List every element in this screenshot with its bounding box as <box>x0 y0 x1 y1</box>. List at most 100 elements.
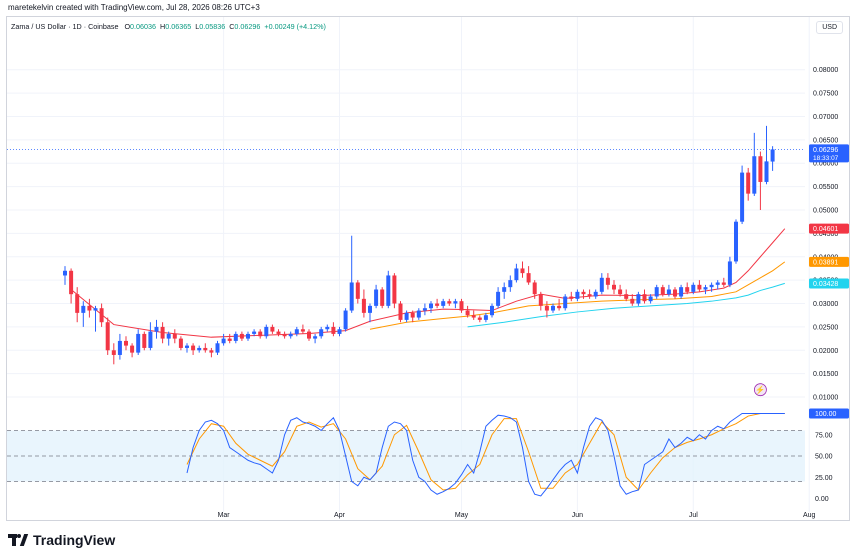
high-value: 0.06365 <box>165 22 192 31</box>
currency-button[interactable]: USD <box>816 21 843 34</box>
candle-body <box>496 291 501 306</box>
stoch-current-tag <box>809 408 849 419</box>
candle-body <box>685 287 690 292</box>
candle-body <box>148 331 153 348</box>
price-tick-label: 0.03000 <box>813 301 838 308</box>
candle-body <box>75 294 80 313</box>
price-grid <box>7 17 810 512</box>
stoch-tick-label: 50.00 <box>815 454 833 461</box>
high-label: H <box>160 22 166 31</box>
candle-body <box>178 338 183 348</box>
price-tick-label: 0.04500 <box>813 231 838 238</box>
candle-body <box>313 336 318 339</box>
candle-body <box>221 338 226 344</box>
price-label-tag <box>809 144 849 163</box>
candle-body <box>764 161 769 182</box>
candle-body <box>355 282 360 299</box>
candle-body <box>740 172 745 222</box>
candle-body <box>599 277 604 292</box>
ema-fast-line <box>70 228 786 338</box>
candle-body <box>691 284 696 292</box>
close-value: 0.06296 <box>234 22 261 31</box>
candle-body <box>203 347 208 351</box>
candle-body <box>404 312 409 320</box>
candle-body <box>398 303 403 320</box>
candle-body <box>319 329 324 337</box>
candle-body <box>532 282 537 295</box>
candle-body <box>612 284 616 290</box>
candle-body <box>410 312 415 318</box>
candle-body <box>734 221 738 262</box>
time-axis: Mar Apr May Jun Jul Aug <box>218 512 816 519</box>
candle-body <box>111 350 116 355</box>
candle-body <box>746 172 751 194</box>
candle-body <box>215 343 220 353</box>
candle-body <box>166 333 171 339</box>
change-value: +0.00249 (+4.12%) <box>264 22 326 31</box>
candle-body <box>172 333 177 339</box>
price-tick-label: 0.02000 <box>813 348 838 355</box>
price-label-countdown: 18:33:07 <box>813 155 839 162</box>
candle-body <box>276 331 281 334</box>
chart-frame[interactable]: 0.08000 0.07500 0.07000 0.06500 0.06000 0.055… <box>6 16 850 521</box>
stoch-k-line <box>186 413 785 497</box>
price-label-text: 0.03428 <box>813 281 838 288</box>
candle-body <box>752 156 757 194</box>
price-label-tag <box>809 278 849 289</box>
candle-body <box>374 289 379 306</box>
candle-body <box>526 273 531 283</box>
price-tick-label: 0.05000 <box>813 208 838 215</box>
price-tick-label: 0.08000 <box>813 67 838 74</box>
price-tick-label: 0.01000 <box>813 395 838 402</box>
candle-body <box>154 326 159 332</box>
candle-body <box>63 270 67 276</box>
candle-body <box>459 301 464 311</box>
tradingview-logo[interactable]: TradingView <box>8 532 115 548</box>
candle-body <box>465 310 470 316</box>
candle-body <box>349 282 354 311</box>
candle-body <box>124 340 128 346</box>
candle-body <box>490 305 494 316</box>
candle-body <box>508 280 513 288</box>
candle-body <box>618 289 623 295</box>
stoch-tick-label: 25.00 <box>815 475 833 482</box>
candle-body <box>447 301 452 304</box>
candle-body <box>239 333 244 339</box>
price-label-text: 0.04601 <box>813 226 838 233</box>
time-tick-label: Jun <box>572 512 583 519</box>
candle-body <box>282 333 287 337</box>
stochastic-lines <box>186 413 785 497</box>
candle-body <box>709 284 714 288</box>
candle-body <box>227 338 232 341</box>
price-tick-label: 0.01500 <box>813 371 838 378</box>
candle-body <box>142 333 147 348</box>
time-tick-label: Jul <box>689 512 698 519</box>
candle-body <box>209 350 214 353</box>
symbol-legend: Zama / US Dollar · 1D · Coinbase O0.0603… <box>11 22 326 31</box>
stoch-current-label: 100.00 <box>815 411 837 418</box>
candle-body <box>325 326 330 330</box>
symbol-name: Zama / US Dollar · 1D · Coinbase <box>11 22 119 31</box>
candle-body <box>673 289 677 297</box>
low-label: L <box>195 22 200 31</box>
ema-lines <box>70 228 786 338</box>
candle-body <box>294 329 299 334</box>
candle-body <box>258 331 263 337</box>
candle-body <box>422 308 427 311</box>
candle-body <box>368 305 372 313</box>
candle-body <box>636 294 641 304</box>
chart-svg[interactable]: 0.08000 0.07500 0.07000 0.06500 0.06000 0.055… <box>7 17 850 521</box>
open-label: O <box>124 22 131 31</box>
candle-body <box>557 305 562 309</box>
candle-body <box>666 289 671 295</box>
candle-body <box>587 294 592 297</box>
low-value: 0.05836 <box>199 22 226 31</box>
candle-body <box>569 296 574 299</box>
candle-body <box>477 317 482 320</box>
candle-body <box>758 156 763 182</box>
ema-mid-line <box>369 261 786 330</box>
candle-body <box>392 275 397 304</box>
candle-body <box>105 322 110 351</box>
candle-body <box>270 326 275 332</box>
